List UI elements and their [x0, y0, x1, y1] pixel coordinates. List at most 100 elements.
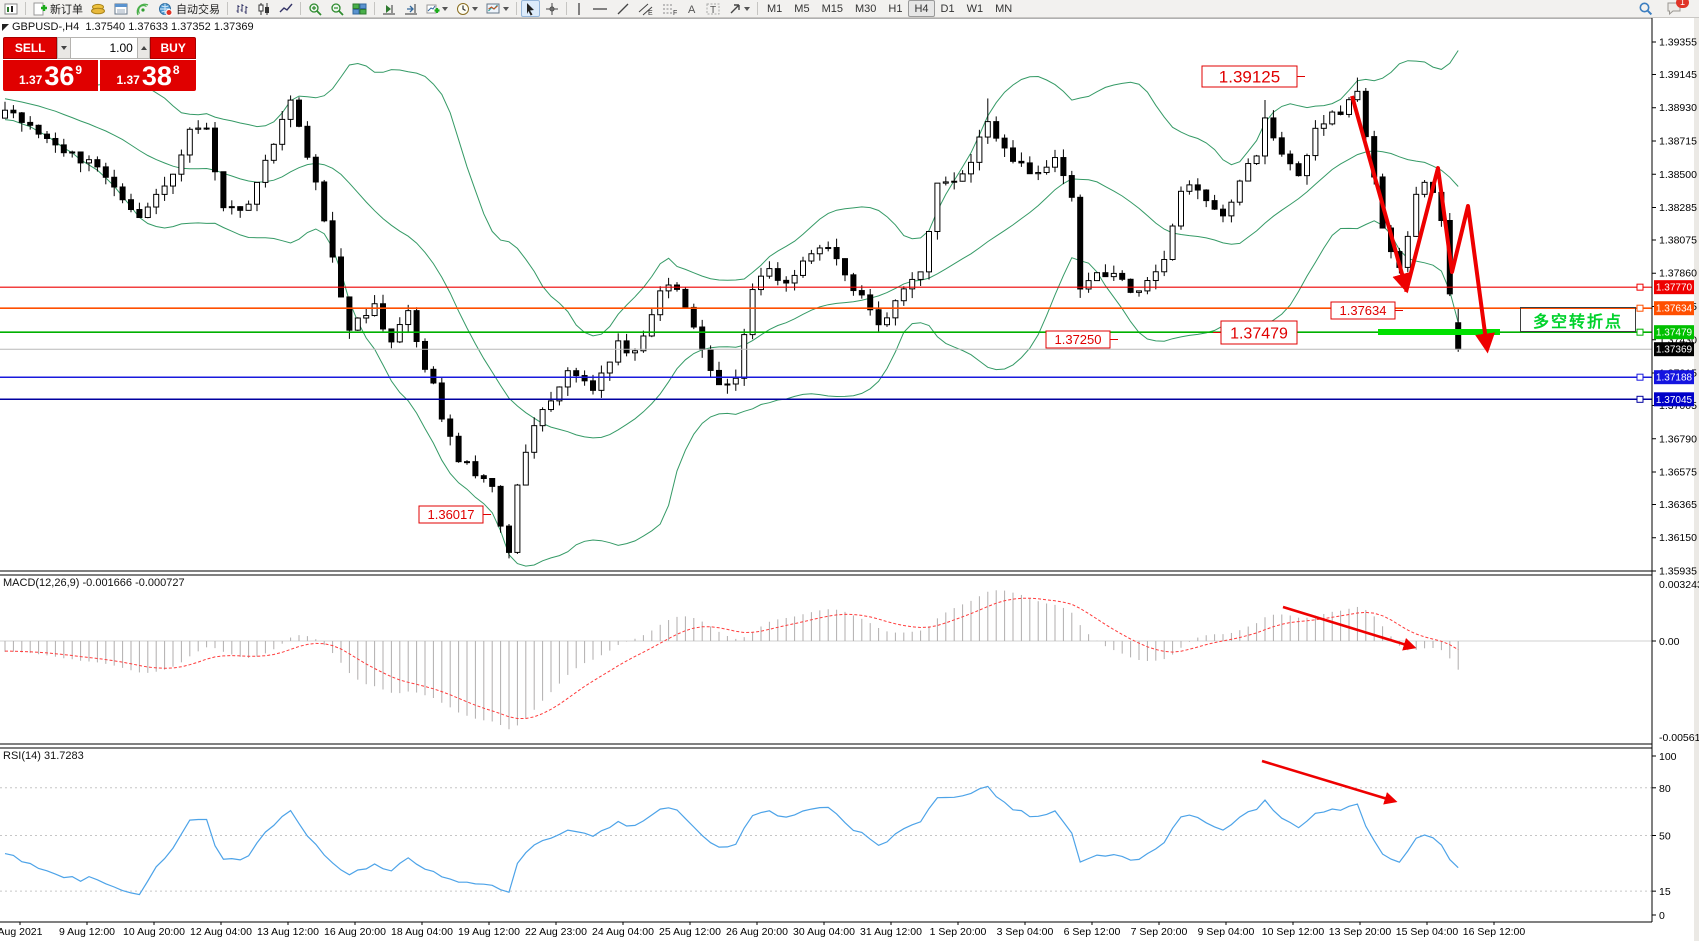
level-handle[interactable] — [1636, 304, 1644, 312]
candlestick-mode-button[interactable] — [254, 0, 274, 17]
trendline-tool-button[interactable] — [613, 0, 633, 17]
svg-text:6 Sep 12:00: 6 Sep 12:00 — [1064, 926, 1121, 938]
tile-windows-button[interactable] — [349, 0, 370, 17]
auto-scroll-button[interactable] — [379, 0, 399, 17]
bar-chart-mode-button[interactable] — [232, 0, 252, 17]
svg-text:9 Aug 12:00: 9 Aug 12:00 — [59, 926, 115, 938]
trend-arrow-macd[interactable] — [1282, 605, 1417, 651]
notifications-button[interactable]: 1 — [1663, 0, 1689, 17]
buy-button[interactable]: BUY — [150, 37, 196, 59]
timeframe-w1-button[interactable]: W1 — [966, 2, 984, 15]
chart-window-icon — [4, 2, 18, 16]
svg-text:1.37770: 1.37770 — [1656, 283, 1693, 294]
timeframe-h1-button[interactable]: H1 — [888, 2, 903, 15]
rsi-series — [4, 785, 1459, 896]
channel-tool-button[interactable]: E — [635, 0, 657, 17]
svg-text:1.36365: 1.36365 — [1659, 499, 1697, 511]
timeframe-m15-button[interactable]: M15 — [821, 2, 843, 15]
level-handle[interactable] — [1636, 373, 1644, 381]
period-button[interactable] — [453, 0, 481, 17]
svg-text:25 Aug 12:00: 25 Aug 12:00 — [659, 926, 721, 938]
rsi-name: RSI(14) — [3, 750, 41, 762]
price-axis[interactable]: 1.39355 1.39145 1.38930 1.38715 1.38500 1.382… — [1652, 37, 1699, 923]
svg-text:10 Aug 20:00: 10 Aug 20:00 — [123, 926, 185, 938]
text-tool-button[interactable]: A — [683, 0, 701, 17]
svg-text:1.37479: 1.37479 — [1656, 328, 1693, 339]
level-handle[interactable] — [1636, 328, 1644, 336]
level-handle[interactable] — [1636, 395, 1644, 403]
support-zone-bar[interactable] — [1378, 329, 1500, 335]
vertical-line-tool-button[interactable] — [571, 0, 587, 17]
svg-text:19 Aug 12:00: 19 Aug 12:00 — [458, 926, 520, 938]
line-chart-icon — [279, 2, 293, 16]
sell-price-display[interactable]: 1.37 36 9 — [3, 60, 98, 91]
time-axis[interactable]: Aug 2021 9 Aug 12:00 10 Aug 20:00 12 Aug 04… — [0, 922, 1525, 938]
svg-text:1.35935: 1.35935 — [1659, 566, 1697, 578]
signal-icon — [136, 2, 150, 16]
annotation-1.37479[interactable]: 1.37479 — [1213, 320, 1298, 345]
svg-text:1.39355: 1.39355 — [1659, 37, 1697, 49]
templates-button[interactable] — [483, 0, 512, 17]
zoom-in-icon — [308, 2, 322, 16]
zoom-out-button[interactable] — [327, 0, 347, 17]
trend-arrow-main-1[interactable] — [1350, 95, 1412, 294]
chart-header: GBPUSD-,H4 1.37540 1.37633 1.37352 1.373… — [12, 21, 254, 33]
turning-point-label[interactable]: 多空转折点 — [1520, 307, 1636, 332]
chart-window-button[interactable] — [1, 0, 21, 17]
svg-text:1.38285: 1.38285 — [1659, 202, 1697, 214]
annotation-1.37634[interactable]: 1.37634 — [1330, 301, 1403, 320]
line-chart-mode-button[interactable] — [276, 0, 296, 17]
notification-badge: 1 — [1676, 0, 1689, 8]
price-level-lines — [0, 283, 1652, 403]
timeframe-m30-button[interactable]: M30 — [854, 2, 877, 15]
timeframe-d1-button[interactable]: D1 — [940, 2, 955, 15]
timeframe-m5-button[interactable]: M5 — [794, 2, 810, 15]
text-label-tool-button[interactable]: T — [703, 0, 723, 17]
timeframe-mn-button[interactable]: MN — [995, 2, 1013, 15]
volume-input[interactable] — [70, 37, 137, 59]
annotation-1.37250[interactable]: 1.37250 — [1045, 330, 1118, 349]
timeframe-m1-button[interactable]: M1 — [767, 2, 783, 15]
volume-decrease-button[interactable] — [57, 37, 71, 59]
svg-text:1.37479: 1.37479 — [1230, 325, 1288, 342]
signals-button[interactable] — [133, 0, 153, 17]
level-handle[interactable] — [1636, 283, 1644, 291]
new-order-button[interactable]: 新订单 — [30, 0, 86, 17]
volume-increase-button[interactable] — [136, 37, 151, 59]
arrows-tool-button[interactable] — [725, 0, 753, 17]
zoom-in-button[interactable] — [305, 0, 325, 17]
svg-text:-0.005616: -0.005616 — [1659, 732, 1699, 744]
trendline-icon — [616, 2, 630, 16]
crosshair-tool-button[interactable] — [542, 0, 562, 17]
cursor-tool-button[interactable] — [521, 0, 540, 17]
ohlc-values: 1.37540 1.37633 1.37352 1.37369 — [85, 21, 254, 33]
gold-coins-icon — [91, 2, 106, 16]
annotation-1.36017[interactable]: 1.36017 — [418, 505, 491, 524]
dropdown-caret-icon — [503, 6, 509, 11]
market-watch-button[interactable] — [88, 0, 109, 17]
search-button[interactable] — [1635, 0, 1656, 17]
auto-scroll-icon — [382, 2, 396, 16]
chart-shift-button[interactable] — [401, 0, 421, 17]
chart-canvas[interactable]: 1.39125 1.37634 1.37479 1.37250 1.36017 1.393… — [0, 18, 1699, 941]
annotation-1.39125[interactable]: 1.39125 — [1201, 65, 1305, 88]
timeframe-h4-button[interactable]: H4 — [908, 0, 935, 17]
autotrading-button[interactable]: 自动交易 — [155, 0, 223, 17]
svg-text:3 Sep 04:00: 3 Sep 04:00 — [997, 926, 1054, 938]
collapse-arrow-icon[interactable] — [2, 24, 9, 31]
svg-text:1.36575: 1.36575 — [1659, 467, 1697, 479]
buy-price-display[interactable]: 1.37 38 8 — [100, 60, 196, 91]
dropdown-caret-icon — [472, 6, 478, 11]
trend-arrow-rsi[interactable] — [1261, 759, 1398, 805]
data-window-button[interactable] — [111, 0, 131, 17]
cursor-icon — [524, 2, 537, 16]
trend-arrow-main-2[interactable] — [1404, 166, 1496, 354]
separator — [757, 2, 758, 15]
fibonacci-tool-button[interactable]: F — [659, 0, 681, 17]
svg-text:1.36017: 1.36017 — [428, 507, 475, 522]
sell-button[interactable]: SELL — [3, 37, 58, 59]
horizontal-line-tool-button[interactable] — [589, 0, 611, 17]
add-indicator-button[interactable] — [423, 0, 451, 17]
zoom-out-icon — [330, 2, 344, 16]
search-icon — [1638, 1, 1653, 16]
